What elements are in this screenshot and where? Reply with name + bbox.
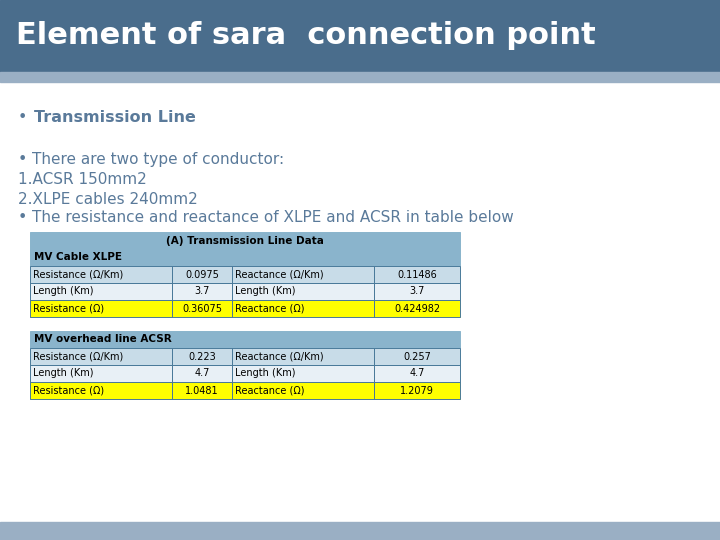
Text: 3.7: 3.7 <box>194 287 210 296</box>
Text: 0.36075: 0.36075 <box>182 303 222 314</box>
Text: 4.7: 4.7 <box>194 368 210 379</box>
Bar <box>374 348 460 365</box>
Text: 1.2079: 1.2079 <box>400 386 434 395</box>
Bar <box>30 382 172 399</box>
Text: Resistance (Ω): Resistance (Ω) <box>33 303 104 314</box>
Text: MV Cable XLPE: MV Cable XLPE <box>34 253 122 262</box>
Bar <box>30 266 172 283</box>
Bar <box>232 283 374 300</box>
Text: Length (Km): Length (Km) <box>235 287 296 296</box>
Text: Resistance (Ω): Resistance (Ω) <box>33 386 104 395</box>
Text: 1.0481: 1.0481 <box>185 386 219 395</box>
Text: Reactance (Ω/Km): Reactance (Ω/Km) <box>235 352 324 361</box>
Bar <box>172 365 232 382</box>
Bar <box>374 283 460 300</box>
Bar <box>232 382 374 399</box>
Text: 0.424982: 0.424982 <box>394 303 440 314</box>
Text: 3.7: 3.7 <box>409 287 425 296</box>
Text: There are two type of conductor:: There are two type of conductor: <box>32 152 284 167</box>
Text: •: • <box>18 110 27 125</box>
Bar <box>232 300 374 317</box>
Bar <box>30 266 460 283</box>
Text: Transmission Line: Transmission Line <box>34 110 196 125</box>
Text: Reactance (Ω): Reactance (Ω) <box>235 303 305 314</box>
Bar <box>30 232 460 249</box>
Text: 0.223: 0.223 <box>188 352 216 361</box>
Bar <box>0 72 720 82</box>
Text: Length (Km): Length (Km) <box>33 368 94 379</box>
Bar <box>30 331 460 348</box>
Text: 0.257: 0.257 <box>403 352 431 361</box>
Text: •: • <box>18 152 27 167</box>
Bar <box>232 348 374 365</box>
Bar <box>0 0 720 72</box>
Text: Length (Km): Length (Km) <box>33 287 94 296</box>
Bar <box>374 365 460 382</box>
Text: 2.XLPE cables 240mm2: 2.XLPE cables 240mm2 <box>18 192 198 207</box>
Text: 4.7: 4.7 <box>409 368 425 379</box>
Bar <box>374 266 460 283</box>
Bar <box>30 365 460 382</box>
Text: •: • <box>18 210 27 225</box>
Text: 0.0975: 0.0975 <box>185 269 219 280</box>
Bar <box>30 382 460 399</box>
Bar <box>232 365 374 382</box>
Bar <box>374 300 460 317</box>
Bar <box>172 300 232 317</box>
Text: Reactance (Ω): Reactance (Ω) <box>235 386 305 395</box>
Bar <box>0 82 720 522</box>
Text: MV overhead line ACSR: MV overhead line ACSR <box>34 334 172 345</box>
Text: (A) Transmission Line Data: (A) Transmission Line Data <box>166 235 324 246</box>
Bar <box>30 249 460 266</box>
Text: Element of sara  connection point: Element of sara connection point <box>16 22 595 51</box>
Text: 0.11486: 0.11486 <box>397 269 437 280</box>
Bar <box>30 283 172 300</box>
Bar <box>374 382 460 399</box>
Bar <box>232 266 374 283</box>
Bar <box>172 348 232 365</box>
Bar <box>30 365 172 382</box>
Text: Resistance (Ω/Km): Resistance (Ω/Km) <box>33 352 123 361</box>
Text: The resistance and reactance of XLPE and ACSR in table below: The resistance and reactance of XLPE and… <box>32 210 514 225</box>
Text: Reactance (Ω/Km): Reactance (Ω/Km) <box>235 269 324 280</box>
Text: 1.ACSR 150mm2: 1.ACSR 150mm2 <box>18 172 147 187</box>
Bar <box>0 522 720 540</box>
Bar <box>172 283 232 300</box>
Text: Length (Km): Length (Km) <box>235 368 296 379</box>
Bar <box>172 266 232 283</box>
Bar <box>30 283 460 300</box>
Text: Resistance (Ω/Km): Resistance (Ω/Km) <box>33 269 123 280</box>
Bar <box>172 382 232 399</box>
Bar <box>30 300 460 317</box>
Bar <box>30 348 460 365</box>
Bar <box>30 300 172 317</box>
Bar <box>30 348 172 365</box>
